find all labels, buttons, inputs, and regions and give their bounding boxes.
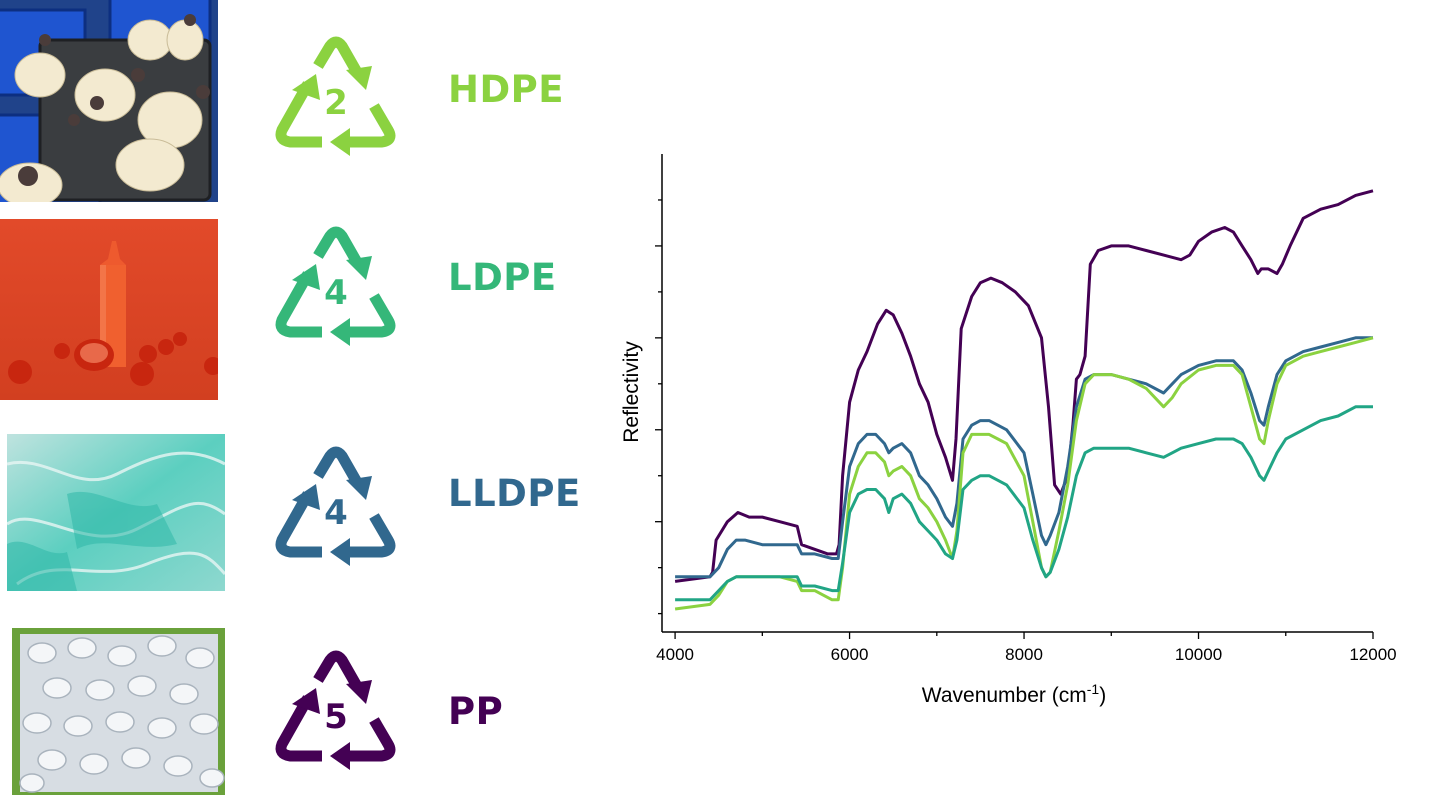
x-tick-label: 10000 <box>1175 645 1222 664</box>
photo-lldpe-plastic-film <box>7 434 225 591</box>
photo-ldpe-squeeze-bottle <box>0 219 218 400</box>
x-tick-label: 8000 <box>1005 645 1043 664</box>
recycling-symbol-ldpe: 4 <box>272 226 400 351</box>
recycling-symbol-hdpe: 2 <box>272 36 400 161</box>
chart-series <box>674 189 1374 611</box>
chart-axes: 4000 6000 8000 10000 12000 <box>655 154 1397 664</box>
resin-code: 4 <box>324 273 348 313</box>
photo-pp-plastic-cups <box>12 628 225 795</box>
x-tick-label: 4000 <box>656 645 694 664</box>
x-tick-label: 6000 <box>831 645 869 664</box>
label-hdpe: HDPE <box>448 68 565 111</box>
spectrum-line-2 <box>674 336 1374 611</box>
resin-code: 2 <box>324 83 348 123</box>
recycle-icon: 4 <box>275 446 396 566</box>
recycling-symbol-pp: 5 <box>272 650 400 775</box>
reflectivity-spectrum-chart: 4000 6000 8000 10000 12000 Reflectivity Wave… <box>620 154 1397 707</box>
spectrum-line-3 <box>675 405 1373 602</box>
x-tick-label: 12000 <box>1349 645 1396 664</box>
recycle-icon: 2 <box>275 36 396 156</box>
resin-code: 4 <box>324 493 348 533</box>
recycling-symbol-lldpe: 4 <box>272 446 400 571</box>
x-axis-label: Wavenumber (cm-1) <box>922 681 1106 707</box>
spectrum-line-1 <box>675 336 1373 579</box>
photo-hdpe-milk-jugs <box>0 0 218 202</box>
y-axis-label: Reflectivity <box>620 341 643 443</box>
recycle-icon: 5 <box>275 650 396 770</box>
label-pp: PP <box>448 690 504 733</box>
spectrum-line-0 <box>674 189 1374 583</box>
label-lldpe: LLDPE <box>448 472 581 515</box>
recycle-icon: 4 <box>275 226 396 346</box>
label-ldpe: LDPE <box>448 256 557 299</box>
resin-code: 5 <box>324 697 348 737</box>
